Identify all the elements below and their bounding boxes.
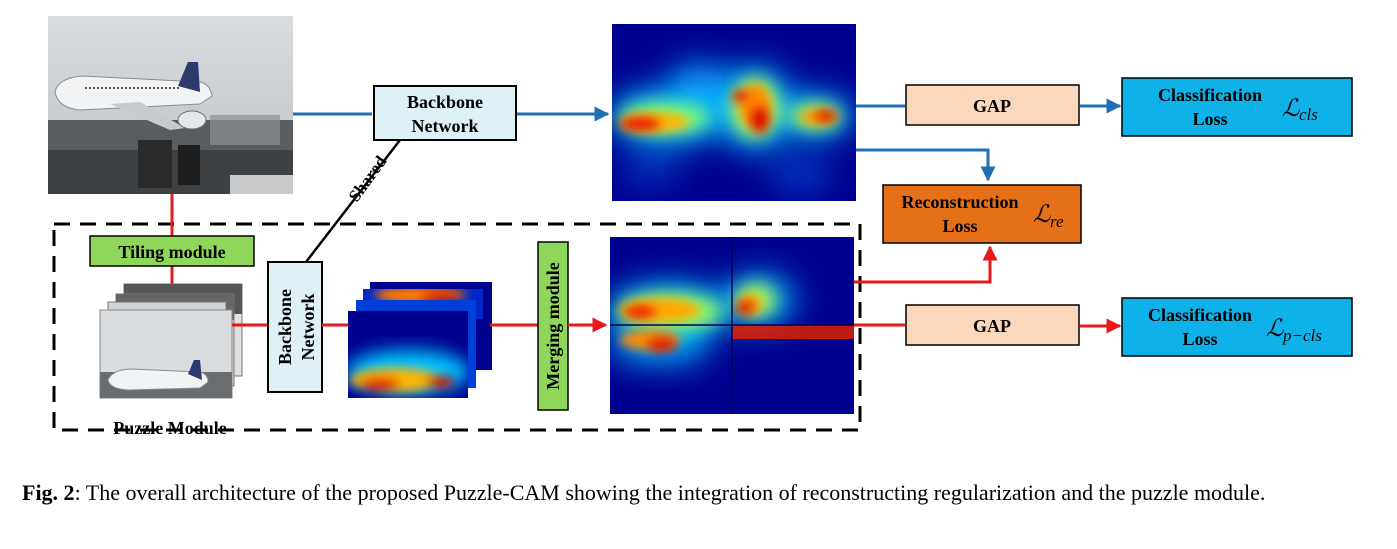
arrow-merged-cam-to-reconstruction [854,245,998,284]
backbone-network-top: Backbone Network [373,85,517,141]
tiled-images-stack [99,283,243,399]
cam-heatmap-bottom [610,237,854,414]
tiling-module: Tiling module [89,235,255,267]
architecture-diagram: Backbone Network Shared [48,16,1353,438]
backbone-top-label-1: Backbone [407,92,483,112]
cam-heatmap-top [612,24,856,201]
cls-bottom-label-2: Loss [1182,329,1217,349]
shared-connector [305,139,401,263]
backbone-bottom-label-2: Network [298,294,318,361]
figure-caption: Fig. 2: The overall architecture of the … [22,478,1382,507]
arrow-cam-to-reconstruction [856,148,996,182]
cls-bottom-symbol: ℒ [1266,316,1284,342]
reconstruction-loss: Reconstruction Loss ℒ re [882,184,1082,244]
cls-bottom-subscript: p−cls [1282,326,1322,345]
gap-top-label: GAP [973,96,1011,116]
puzzle-module-frame [52,222,862,432]
airplane-photo [48,16,293,194]
merging-label: Merging module [543,262,563,390]
classification-loss-top: Classification Loss ℒ cls [1121,77,1353,137]
gap-box-top: GAP [905,84,1080,126]
recon-subscript: re [1050,212,1064,231]
backbone-bottom-label-1: Backbone [275,289,295,365]
classification-loss-bottom: Classification Loss ℒ p−cls [1121,297,1353,357]
shared-label: Shared [345,152,391,205]
caption-text: : The overall architecture of the propos… [74,480,1266,505]
cls-top-label-2: Loss [1192,109,1227,129]
puzzle-module-label: Puzzle Module [113,418,226,438]
cls-top-subscript: cls [1299,105,1318,124]
recon-label-2: Loss [942,216,977,236]
cls-top-symbol: ℒ [1282,96,1300,122]
cls-bottom-label-1: Classification [1148,305,1252,325]
gap-bottom-label: GAP [973,316,1011,336]
recon-symbol: ℒ [1033,202,1051,228]
recon-label-1: Reconstruction [902,192,1019,212]
tiled-cams-stack [348,282,492,398]
backbone-network-bottom: Backbone Network [267,261,323,393]
backbone-top-label-2: Network [412,116,479,136]
caption-label: Fig. 2 [22,480,75,505]
cls-top-label-1: Classification [1158,85,1262,105]
merging-module: Merging module [537,241,569,411]
gap-box-bottom: GAP [905,304,1080,346]
tiling-label: Tiling module [118,242,225,262]
